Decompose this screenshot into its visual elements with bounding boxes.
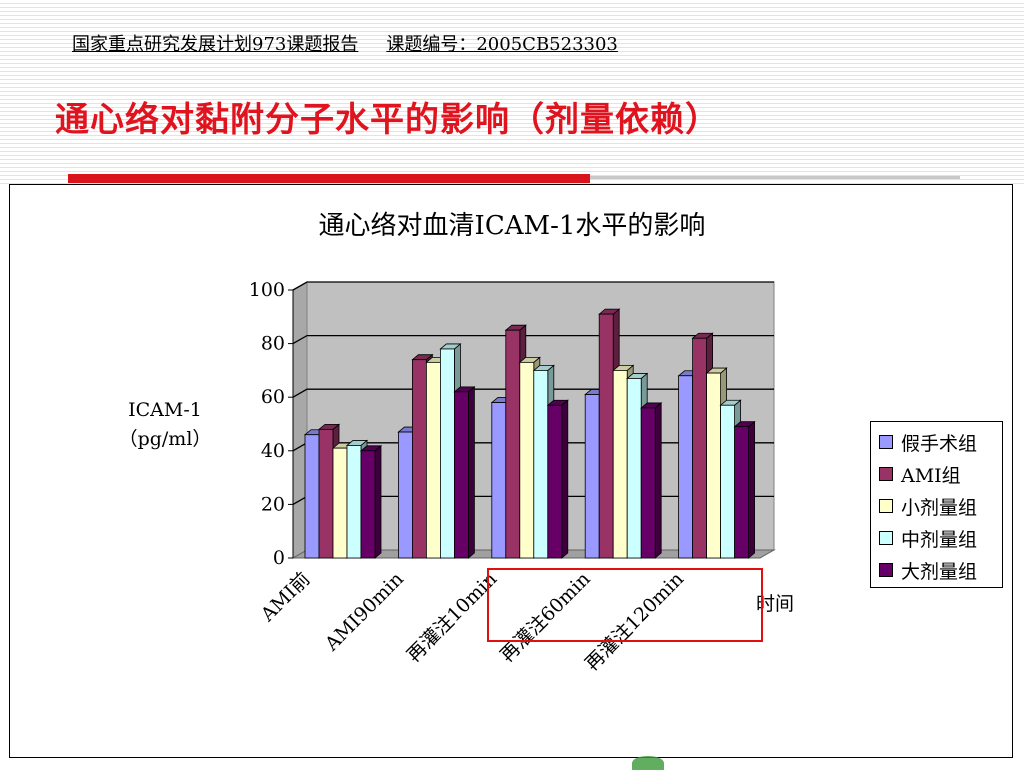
logo-seal (632, 756, 664, 770)
header-stripes (0, 0, 1024, 185)
bar (612, 369, 628, 559)
report-header: 国家重点研究发展计划973课题报告 课题编号：2005CB523303 (72, 30, 646, 56)
legend-item: 小剂量组 (879, 490, 1002, 522)
bar-side (561, 399, 569, 559)
bar (678, 375, 693, 559)
x-tick-label: AMI前 (256, 568, 314, 626)
legend-label: 假手术组 (901, 432, 978, 455)
bar (626, 378, 642, 559)
bar (692, 337, 707, 559)
legend-swatch (879, 531, 893, 545)
legend-swatch (879, 563, 893, 577)
y-tick-label: 0 (273, 547, 285, 569)
bar (397, 431, 413, 559)
y-tick-label: 20 (261, 493, 285, 515)
legend-label: AMI组 (901, 464, 961, 487)
legend-item: 大剂量组 (879, 554, 1002, 586)
legend-label: 大剂量组 (901, 560, 978, 583)
bar-side (654, 402, 662, 559)
legend-item: 中剂量组 (879, 522, 1002, 554)
bar (720, 404, 735, 559)
bar (346, 445, 362, 559)
bar (491, 402, 507, 559)
title-underline-red (68, 174, 590, 183)
y-tick-label: 40 (261, 440, 285, 462)
bar (439, 348, 455, 559)
highlight-box (487, 568, 763, 642)
bar (411, 359, 427, 559)
bar (533, 369, 549, 559)
bar (598, 313, 614, 559)
legend-item: AMI组 (879, 458, 1002, 490)
legend-swatch (879, 435, 893, 449)
chart-title: 通心络对血清ICAM-1水平的影响 (318, 211, 706, 241)
bar (547, 404, 563, 559)
report-title: 国家重点研究发展计划973课题报告 (72, 34, 359, 55)
bar (318, 428, 334, 559)
gridline (292, 281, 774, 291)
chart-legend: 假手术组 AMI组小剂量组中剂量组大剂量组 (870, 421, 1003, 588)
bar (584, 394, 600, 559)
legend-label: 中剂量组 (901, 528, 978, 551)
bar-side (467, 385, 475, 559)
x-axis-label: 时间 (756, 593, 795, 615)
bar (332, 447, 348, 559)
legend-item: 假手术组 (879, 426, 1002, 458)
title-underline-gray (590, 176, 960, 179)
y-tick-label: 80 (261, 333, 285, 355)
project-number: 课题编号：2005CB523303 (386, 34, 618, 55)
y-tick-label: 60 (261, 386, 285, 408)
bar (706, 372, 721, 559)
y-axis-label: ICAM-1 （pg/ml） (118, 399, 212, 450)
bar-side (748, 420, 755, 559)
bar (519, 361, 535, 559)
legend-swatch (879, 467, 893, 481)
bar (505, 329, 521, 559)
legend-label: 小剂量组 (901, 496, 978, 519)
bar (425, 361, 441, 559)
bar-side (374, 444, 382, 559)
bar (734, 426, 749, 559)
x-tick-label: AMI90min (320, 568, 408, 656)
bar (453, 391, 469, 559)
y-tick-label: 100 (249, 279, 285, 301)
slide-title: 通心络对黏附分子水平的影响（剂量依赖） (55, 100, 720, 140)
bar (360, 450, 376, 559)
legend-swatch (879, 499, 893, 513)
bar (640, 407, 656, 559)
bar (304, 434, 320, 559)
